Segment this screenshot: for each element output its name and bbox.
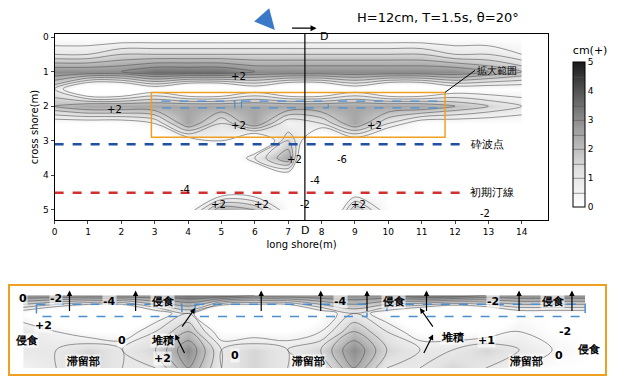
- svg-text:12: 12: [449, 227, 460, 237]
- svg-text:砕波点: 砕波点: [470, 138, 504, 151]
- svg-text:侵食: 侵食: [15, 334, 38, 347]
- svg-text:0: 0: [231, 349, 239, 362]
- svg-text:9: 9: [352, 227, 358, 237]
- svg-text:14: 14: [516, 227, 528, 237]
- svg-text:4: 4: [185, 227, 191, 237]
- svg-text:3: 3: [43, 136, 49, 146]
- svg-text:-2: -2: [50, 292, 62, 305]
- svg-text:2: 2: [588, 144, 594, 154]
- svg-text:2: 2: [43, 101, 49, 111]
- svg-text:+2: +2: [35, 319, 52, 332]
- svg-text:0: 0: [19, 292, 27, 305]
- svg-text:3: 3: [588, 115, 594, 125]
- svg-text:3: 3: [152, 227, 158, 237]
- svg-text:侵食: 侵食: [151, 295, 174, 308]
- svg-text:13: 13: [483, 227, 494, 237]
- svg-text:H=12cm, T=1.5s, θ=20°: H=12cm, T=1.5s, θ=20°: [357, 10, 519, 25]
- svg-text:1: 1: [43, 67, 49, 77]
- svg-text:拡大範囲: 拡大範囲: [477, 65, 517, 76]
- svg-text:1: 1: [85, 227, 91, 237]
- svg-text:0: 0: [555, 349, 563, 362]
- svg-text:+1: +1: [478, 334, 495, 347]
- svg-text:-2: -2: [300, 199, 310, 210]
- svg-text:7: 7: [285, 227, 291, 237]
- svg-text:D: D: [301, 224, 309, 237]
- svg-text:cm(+): cm(+): [573, 44, 608, 57]
- svg-text:+2: +2: [231, 71, 246, 82]
- svg-text:4: 4: [43, 170, 49, 180]
- svg-text:8: 8: [319, 227, 325, 237]
- svg-text:-6: -6: [337, 154, 347, 165]
- svg-text:+2: +2: [107, 104, 122, 115]
- svg-text:-2: -2: [487, 295, 499, 308]
- svg-text:侵食: 侵食: [577, 343, 600, 356]
- svg-text:初期汀線: 初期汀線: [470, 186, 514, 199]
- svg-text:-2: -2: [559, 325, 571, 338]
- svg-text:5: 5: [43, 205, 49, 215]
- svg-text:滞留部: 滞留部: [291, 355, 325, 368]
- svg-text:+2: +2: [367, 120, 382, 131]
- svg-text:6: 6: [252, 227, 258, 237]
- svg-text:11: 11: [416, 227, 427, 237]
- svg-text:0: 0: [118, 334, 126, 347]
- svg-text:1: 1: [588, 173, 594, 183]
- svg-text:堆積: 堆積: [151, 334, 174, 347]
- svg-text:cross shore(m): cross shore(m): [29, 90, 40, 164]
- svg-text:4: 4: [588, 86, 594, 96]
- svg-text:10: 10: [383, 227, 395, 237]
- svg-text:2: 2: [118, 227, 124, 237]
- svg-text:long shore(m): long shore(m): [267, 239, 337, 250]
- svg-text:5: 5: [588, 57, 594, 67]
- svg-text:侵食: 侵食: [382, 295, 405, 308]
- svg-text:侵食: 侵食: [541, 295, 564, 308]
- svg-text:+2: +2: [154, 352, 171, 365]
- svg-text:-4: -4: [334, 295, 347, 308]
- svg-text:滞留部: 滞留部: [509, 355, 543, 368]
- svg-text:+2: +2: [351, 199, 366, 210]
- svg-text:5: 5: [219, 227, 225, 237]
- svg-text:堆積: 堆積: [441, 331, 464, 344]
- svg-text:+2: +2: [287, 154, 302, 165]
- svg-text:-4: -4: [180, 184, 190, 195]
- svg-text:-2: -2: [480, 208, 490, 219]
- svg-text:+2: +2: [231, 120, 246, 131]
- svg-text:滞留部: 滞留部: [66, 355, 100, 368]
- svg-text:D: D: [320, 30, 328, 43]
- svg-text:+2: +2: [254, 199, 269, 210]
- svg-text:0: 0: [588, 202, 594, 212]
- svg-text:0: 0: [43, 32, 49, 42]
- svg-text:-4: -4: [103, 295, 116, 308]
- svg-text:+2: +2: [211, 199, 226, 210]
- svg-text:-4: -4: [310, 175, 320, 186]
- svg-text:0: 0: [52, 227, 58, 237]
